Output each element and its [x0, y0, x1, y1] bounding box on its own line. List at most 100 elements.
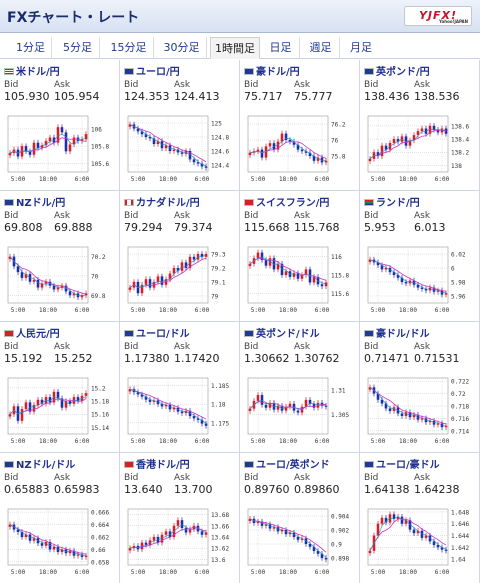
candlestick-chart[interactable]: 0.666 0.664 0.662 0.66 0.658 5:00 18:00 6:00: [2, 503, 118, 581]
bid-label: Bid: [244, 211, 259, 221]
candlestick-chart[interactable]: 116 115.8 115.6 5:00 18:00 6:00: [242, 241, 358, 319]
candle-body: [32, 142, 36, 155]
candlestick-chart[interactable]: 79.3 79.2 79.1 79 5:00 18:00 6:00: [122, 241, 238, 319]
pair-link[interactable]: 香港ドル/円: [124, 456, 190, 471]
candlestick-chart[interactable]: 76.2 76 75.8 5:00 18:00 6:00: [242, 110, 358, 188]
pair-link[interactable]: 豪ドル/円: [244, 63, 300, 78]
candle-body: [276, 405, 280, 410]
ask-label: Ask: [294, 80, 311, 90]
y-tick-label: 1.644: [451, 533, 469, 540]
candlestick-chart[interactable]: 15.2 15.18 15.16 15.14 5:00 18:00 6:00: [2, 372, 118, 450]
pair-link[interactable]: ユーロ/英ポンド: [244, 456, 330, 471]
rate-card: ユーロ/ドル Bid Ask 1.17380 1.17420 1.185 1.18 1.175…: [120, 322, 240, 453]
candle-body: [64, 132, 68, 152]
y-tick-label: 79.3: [211, 252, 226, 259]
candlestick-chart[interactable]: 1.31 1.305 5:00 18:00 6:00: [242, 372, 358, 450]
candlestick-chart[interactable]: 125 124.8 124.6 124.4 5:00 18:00 6:00: [122, 110, 238, 188]
y-tick-label: 0.718: [451, 404, 469, 411]
pair-name: 豪ドル/ドル: [376, 329, 430, 340]
candlestick-chart[interactable]: 1.648 1.646 1.644 1.642 1.64 5:00 18:00 6:00: [362, 503, 478, 581]
y-tick-label: 0.664: [91, 522, 109, 529]
bid-label: Bid: [364, 80, 379, 90]
y-tick-label: 125: [211, 121, 222, 128]
candle-body: [316, 157, 320, 161]
x-tick-label: 5:00: [371, 438, 386, 445]
ask-label: Ask: [174, 80, 191, 90]
candle-body: [392, 139, 396, 144]
candle-body: [376, 262, 380, 266]
candle-body: [384, 517, 388, 523]
bid-label: Bid: [124, 211, 139, 221]
tab-weekly[interactable]: 週足: [302, 37, 340, 59]
candle-body: [160, 534, 164, 543]
pair-link[interactable]: ランド/円: [364, 194, 420, 209]
candlestick-chart[interactable]: 138.6 138.4 138.2 138 5:00 18:00 6:00: [362, 110, 478, 188]
pair-link[interactable]: ユーロ/豪ドル: [364, 456, 440, 471]
pair-link[interactable]: ユーロ/円: [124, 63, 180, 78]
candlestick-chart[interactable]: 6.02 6 5.98 5.96 5:00 18:00 6:00: [362, 241, 478, 319]
candle-body: [416, 530, 420, 534]
candle-body: [412, 414, 416, 418]
brand-logo[interactable]: YJFX! Yahoo!JAPAN: [404, 6, 472, 26]
candle-body: [128, 548, 132, 551]
bid-label: Bid: [124, 342, 139, 352]
y-tick-label: 1.305: [331, 412, 349, 419]
y-tick-label: 0.898: [331, 556, 349, 563]
pair-link[interactable]: カナダドル/円: [124, 194, 200, 209]
rate-card: ランド/円 Bid Ask 5.953 6.013 6.02 6 5.98 5.96 5:00 18…: [360, 191, 480, 322]
x-tick-label: 5:00: [11, 569, 26, 576]
pair-link[interactable]: NZドル/円: [4, 194, 65, 209]
candlestick-chart[interactable]: 106 105.8 105.6 5:00 18:00 6:00: [2, 110, 118, 188]
candlestick-chart[interactable]: 0.904 0.902 0.9 0.898 5:00 18:00 6:00: [242, 503, 358, 581]
pair-name: ランド/円: [376, 198, 420, 209]
candle-body: [320, 553, 324, 558]
candlestick-chart[interactable]: 70.2 70 69.8 5:00 18:00 6:00: [2, 241, 118, 319]
ask-value: 13.700: [174, 483, 213, 496]
pair-name: 英ポンド/ドル: [256, 329, 320, 340]
candle-body: [280, 530, 284, 532]
eu-flag-icon: [124, 67, 134, 75]
pair-link[interactable]: NZドル/ドル: [4, 456, 75, 471]
candlestick-chart[interactable]: 0.722 0.72 0.718 0.716 0.714 5:00 18:00 6:00: [362, 372, 478, 450]
tab-monthly[interactable]: 月足: [350, 41, 372, 54]
pair-name: カナダドル/円: [136, 198, 200, 209]
candle-body: [184, 528, 188, 533]
candle-body: [80, 395, 84, 402]
candle-body: [32, 538, 36, 541]
candle-body: [24, 146, 28, 152]
au-flag-icon: [244, 67, 254, 75]
y-tick-label: 138.2: [451, 150, 469, 157]
pair-link[interactable]: 人民元/円: [4, 325, 60, 340]
tab-15min[interactable]: 15分足: [104, 37, 154, 59]
pair-link[interactable]: ユーロ/ドル: [124, 325, 190, 340]
candle-body: [72, 293, 76, 296]
candle-body: [20, 408, 24, 421]
pair-link[interactable]: 英ポンド/ドル: [244, 325, 320, 340]
pair-link[interactable]: スイスフラン/円: [244, 194, 329, 209]
candle-body: [184, 262, 188, 268]
pair-link[interactable]: 豪ドル/ドル: [364, 325, 430, 340]
tab-1min[interactable]: 1分足: [10, 37, 52, 59]
candle-body: [48, 137, 52, 141]
tab-5min[interactable]: 5分足: [56, 37, 100, 59]
pair-link[interactable]: 英ポンド/円: [364, 63, 430, 78]
candlestick-chart[interactable]: 13.68 13.66 13.64 13.62 13.6 5:00 18:00 6:00: [122, 503, 238, 581]
pair-link[interactable]: 米ドル/円: [4, 63, 60, 78]
au-flag-icon: [364, 329, 374, 337]
candle-body: [200, 163, 204, 167]
ask-label: Ask: [294, 211, 311, 221]
tab-1hour[interactable]: 1時間足: [210, 37, 260, 59]
tab-30min[interactable]: 30分足: [157, 37, 207, 59]
moving-average-line-short: [249, 138, 326, 161]
candle-body: [380, 399, 384, 404]
cn-flag-icon: [4, 329, 14, 337]
x-tick-label: 6:00: [315, 176, 330, 183]
candle-body: [152, 400, 156, 402]
candle-body: [300, 149, 304, 152]
candlestick-chart[interactable]: 1.185 1.18 1.175 5:00 18:00 6:00: [122, 372, 238, 450]
candle-body: [268, 143, 272, 147]
candle-body: [308, 152, 312, 156]
bid-label: Bid: [364, 211, 379, 221]
tab-daily[interactable]: 日足: [262, 37, 300, 59]
ask-value: 124.413: [174, 90, 220, 103]
